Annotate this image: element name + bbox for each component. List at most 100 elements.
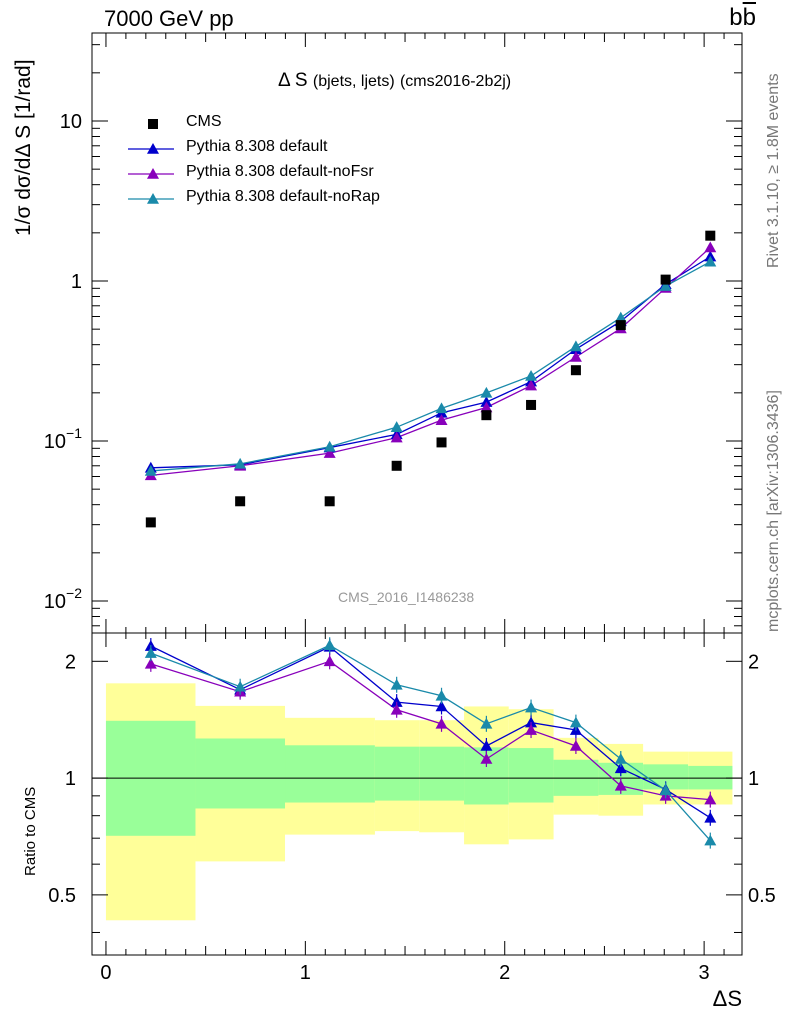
y-tick-exponent: −2: [66, 585, 82, 601]
legend-marker-3: [147, 193, 159, 204]
marker-main-2: [525, 369, 538, 381]
line-main-0: [150, 256, 711, 469]
ratio-panel-frame: [91, 632, 743, 956]
marker-ratio-1: [480, 752, 493, 764]
uncertainty-bands: [105, 683, 733, 921]
marker-ratio-1: [525, 724, 538, 735]
marker-main-2: [234, 457, 247, 469]
y-tick-label: 10: [60, 111, 82, 133]
cms-data-point: [235, 496, 246, 507]
process-b: b: [729, 4, 743, 31]
marker-ratio-2: [659, 784, 672, 796]
marker-ratio-1: [323, 655, 336, 667]
plot-title-sub: (bjets, ljets): [312, 73, 395, 90]
y-tick-exponent: −1: [66, 425, 82, 441]
marker-ratio-2: [435, 689, 448, 701]
marker-main-1: [390, 431, 403, 443]
process-bbar: b: [742, 4, 756, 31]
cms-data-point: [660, 274, 671, 285]
marker-main-2: [704, 255, 717, 267]
marker-main-2: [480, 386, 493, 398]
x-axis-label: ΔS: [712, 986, 742, 1011]
marker-ratio-0: [390, 696, 403, 707]
cms-data-point: [570, 365, 581, 376]
marker-main-2: [435, 402, 448, 414]
green-band-2: [285, 745, 375, 803]
marker-main-1: [435, 414, 448, 425]
y-tick-label: 10: [44, 591, 66, 613]
legend: [128, 119, 174, 204]
cms-data-point: [436, 437, 447, 448]
marker-ratio-2: [614, 752, 627, 764]
legend-entry-2: Pythia 8.308 default-noFsr: [186, 163, 374, 180]
y-tick-ratio-label-right: 0.5: [748, 885, 776, 907]
mcplots-label: mcplots.cern.ch [arXiv:1306.3436]: [765, 390, 782, 632]
marker-ratio-2: [323, 639, 336, 651]
legend-entry-0: CMS: [186, 113, 222, 130]
legend-marker-cms: [148, 119, 158, 129]
y-axis-label-ratio: Ratio to CMS: [22, 786, 39, 876]
marker-ratio-1: [614, 779, 627, 791]
cms-data-point: [145, 517, 156, 528]
line-main-2: [150, 261, 711, 472]
data-points: [144, 230, 717, 849]
green-band-1: [195, 738, 286, 809]
marker-ratio-1: [569, 739, 582, 751]
marker-ratio-0: [435, 700, 448, 712]
marker-main-1: [525, 379, 538, 391]
marker-main-2: [569, 340, 582, 352]
marker-main-1: [323, 447, 336, 458]
marker-main-1: [480, 401, 493, 413]
legend-entry-3: Pythia 8.308 default-noRap: [186, 188, 380, 205]
y-tick-ratio-label: 0.5: [48, 885, 76, 907]
cms-data-point: [526, 399, 537, 410]
marker-ratio-1: [435, 717, 448, 729]
marker-ratio-0: [525, 716, 538, 728]
marker-ratio-2: [569, 716, 582, 728]
legend-marker-2: [147, 168, 159, 179]
green-band-3: [374, 746, 420, 801]
x-tick-label: 2: [499, 962, 510, 984]
marker-ratio-2: [480, 717, 493, 729]
y-tick-label: 10: [44, 431, 66, 453]
y-tick-ratio-label-right: 1: [748, 768, 759, 790]
marker-ratio-2: [704, 834, 717, 846]
green-band-4: [419, 746, 465, 801]
y-tick-label: 1: [71, 271, 82, 293]
marker-ratio-1: [390, 703, 403, 715]
y-tick-ratio-label: 1: [65, 768, 76, 790]
marker-ratio-0: [704, 811, 717, 823]
y-tick-ratio-label: 2: [65, 651, 76, 673]
marker-ratio-2: [390, 678, 403, 690]
x-tick-label: 1: [300, 962, 311, 984]
marker-main-1: [704, 241, 717, 253]
plot-title: Δ S (bjets, ljets) (cms2016-2b2j): [278, 70, 511, 92]
x-tick-label: 3: [699, 962, 710, 984]
beam-label: 7000 GeV pp: [104, 6, 234, 31]
marker-main-2: [614, 311, 627, 323]
marker-ratio-1: [144, 657, 157, 669]
line-main-1: [150, 246, 711, 476]
legend-entry-1: Pythia 8.308 default: [186, 138, 328, 155]
cms-data-point: [324, 496, 335, 507]
marker-ratio-2: [234, 680, 247, 692]
plot-title-tag: (cms2016-2b2j): [399, 73, 512, 90]
analysis-watermark: CMS_2016_I1486238: [338, 589, 475, 605]
marker-ratio-1: [704, 793, 717, 805]
axes-frames: [91, 32, 743, 956]
marker-main-2: [390, 421, 403, 432]
marker-main-1: [569, 350, 582, 362]
cms-data-point: [391, 460, 402, 471]
x-tick-label: 0: [100, 962, 111, 984]
marker-ratio-0: [614, 762, 627, 774]
marker-main-2: [323, 440, 336, 452]
process-label: bb: [729, 4, 756, 32]
rivet-version-label: Rivet 3.1.10, ≥ 1.8M events: [765, 73, 782, 268]
cms-data-point: [615, 320, 626, 331]
green-band-6: [508, 748, 554, 803]
legend-marker-1: [147, 143, 159, 154]
marker-ratio-2: [525, 701, 538, 713]
cms-data-point: [481, 410, 492, 421]
